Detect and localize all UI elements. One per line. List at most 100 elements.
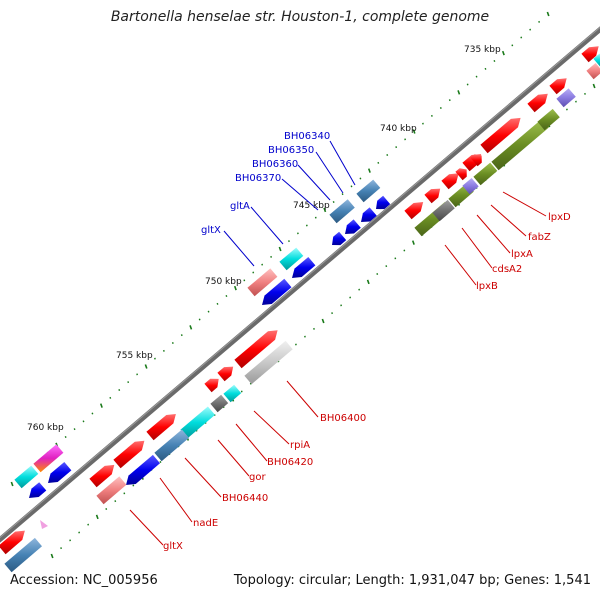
cds-feature [586,63,600,80]
ruler-tick [366,279,370,285]
cds-feature [217,366,234,382]
ruler-tick [314,216,317,219]
ruler-tick [95,514,99,520]
ruler-tick [377,161,380,164]
cds-feature [332,231,347,246]
gene-label-bh06350: BH06350 [268,145,314,156]
ruler-tick [575,100,577,103]
ruler-tick [304,335,306,338]
cds-feature [244,340,293,385]
ruler-tick [270,255,273,258]
kbp-label: 735 kbp [464,45,501,55]
ruler-tick [385,265,388,268]
cds-feature [154,429,189,462]
ruler-tick [529,28,532,31]
reverse-strand-features [14,179,391,529]
gene-label-rpia: rpiA [290,440,310,451]
ruler-tick [243,279,246,282]
cds-feature [593,53,600,67]
ruler-tick [207,310,210,313]
ruler-tick [278,246,282,252]
ruler-tick [386,154,389,156]
ruler-tick [216,302,219,305]
gene-label-gltx-fwd: gltX [163,541,183,552]
ruler-tick [114,500,117,503]
cds-feature [210,394,229,413]
ruler-tick [132,484,135,487]
ruler-tick [430,114,433,117]
kbp-label: 740 kbp [380,124,417,134]
ruler-tick [109,396,112,399]
cds-feature [480,117,521,154]
ruler-tick [60,547,62,550]
ruler-tick [359,177,362,180]
ruler-tick [82,420,85,423]
ruler-tick [87,523,90,526]
cds-feature [432,199,455,222]
ruler-tick [162,349,165,352]
gene-label-cdsa2: cdsA2 [492,264,522,275]
gene-label-gltx-rev: gltX [201,225,221,236]
map-title: Bartonella henselae str. Houston-1, comp… [110,9,490,25]
ruler-tick [331,312,333,315]
kbp-label: 760 kbp [27,423,64,433]
ruler-tick [144,364,148,369]
ruler-tick [592,83,596,89]
ruler-tick [78,531,81,534]
cds-feature [48,462,72,483]
forward-gene-labels: lpxD fabZ lpxA cdsA2 lpxB BH06400 rpiA B… [163,212,571,552]
ruler-tick [69,539,72,542]
cds-feature [527,93,548,113]
cds-feature [279,247,304,271]
cds-feature [4,537,42,573]
ruler-tick [118,389,121,391]
cds-feature [247,268,278,297]
cds-feature [581,46,599,63]
ruler-tick [73,428,76,431]
ruler-tick [50,553,54,559]
cds-feature [40,520,48,529]
leader-lines [129,140,547,546]
ruler-tick [198,318,201,321]
gene-label-lpxb: lpxB [476,281,498,292]
ruler-tick [394,257,397,260]
ruler-tick [323,207,327,213]
ruler-tick [321,318,325,324]
cds-feature [376,195,391,210]
cds-feature [262,278,292,305]
ruler-tick [296,232,299,235]
ruler-tick [313,327,315,330]
ruler-tick [403,249,406,252]
ruler-tick [520,36,523,39]
ruler-tick [367,168,371,173]
cds-feature [455,168,467,181]
gene-label-bh06340: BH06340 [284,131,330,142]
ruler-tick [180,334,183,337]
cds-feature [473,162,498,186]
ruler-tick [404,138,407,141]
ruler-tick [448,99,451,102]
gene-label-bh06360: BH06360 [252,159,298,170]
ruler-tick [261,263,264,266]
kbp-labels: 735 kbp 740 kbp 745 kbp 750 kbp 755 kbp … [27,45,501,433]
ruler-tick [99,403,103,408]
cds-feature [470,154,482,167]
ruler-tick [566,108,568,111]
ruler-tick [395,146,398,149]
cds-feature [345,219,361,234]
cds-feature [462,178,479,195]
cds-feature [329,199,355,224]
ruler-tick [493,60,496,62]
ruler-tick [189,325,193,330]
ruler-tick [538,20,541,23]
cds-feature [89,464,115,488]
ruler-tick [412,129,416,134]
cds-feature [146,414,176,441]
genome-summary-text: Topology: circular; Length: 1,931,047 bp… [233,573,591,588]
cds-feature [424,188,441,204]
ruler-tick [123,492,126,495]
ruler-tick [10,481,14,487]
ruler-tick [341,193,344,196]
ruler-tick [457,90,461,95]
